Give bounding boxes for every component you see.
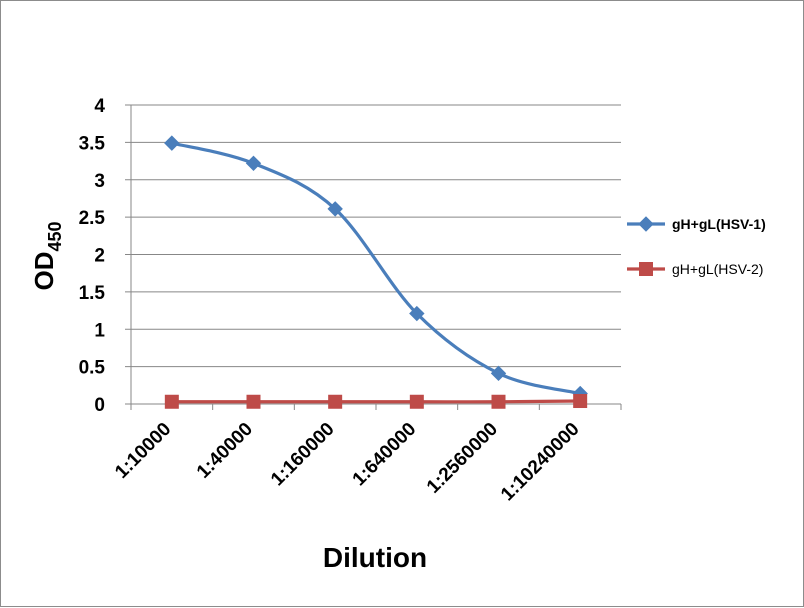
- data-point: [409, 305, 425, 322]
- gridlines: [131, 104, 621, 368]
- legend-item: gH+gL(HSV-1): [627, 216, 766, 232]
- axes: 00.511.522.533.541:10000 1:40000 1:160000 1…: [79, 96, 622, 506]
- x-axis-title: Dilution: [323, 542, 427, 573]
- data-point: [409, 394, 424, 409]
- y-tick-label: 0: [94, 395, 105, 416]
- x-tick-label: 1:640000: [349, 419, 421, 491]
- y-tick-label: 3: [94, 171, 105, 192]
- y-tick-label: 2.5: [79, 208, 106, 229]
- y-tick-label: 4: [94, 96, 105, 117]
- legend-label: gH+gL(HSV-1): [672, 216, 766, 232]
- legend-label: gH+gL(HSV-2): [672, 261, 763, 277]
- data-point: [491, 394, 506, 409]
- x-tick-label: 1:2560000: [423, 419, 502, 498]
- series-lines: [164, 135, 588, 409]
- y-tick-label: 3.5: [79, 133, 106, 154]
- y-tick-label: 1: [94, 320, 105, 341]
- data-point: [573, 394, 588, 409]
- legend: gH+gL(HSV-1) gH+gL(HSV-2): [627, 216, 766, 277]
- series-2: [164, 394, 588, 409]
- legend-item: gH+gL(HSV-2): [627, 261, 763, 277]
- data-point: [490, 365, 507, 382]
- x-tick-label: 1:160000: [267, 419, 339, 491]
- data-point: [164, 135, 180, 151]
- series-1: [164, 135, 588, 402]
- data-point: [164, 394, 179, 409]
- y-tick-label: 0.5: [79, 358, 106, 379]
- data-point: [328, 394, 343, 409]
- y-axis-title-main: OD: [29, 252, 59, 291]
- y-axis-title: OD450: [29, 221, 65, 290]
- legend-marker: [639, 262, 653, 276]
- svg-text:OD450: OD450: [29, 221, 65, 290]
- data-point: [327, 201, 343, 217]
- x-tick-label: 1:10240000: [497, 419, 584, 506]
- data-point: [246, 394, 261, 409]
- series-line: [171, 141, 581, 396]
- x-tick-label: 1:10000: [111, 419, 175, 483]
- y-tick-label: 1.5: [79, 283, 106, 304]
- legend-marker: [638, 216, 654, 232]
- series-line: [171, 399, 581, 404]
- y-axis-title-subscript: 450: [45, 221, 65, 251]
- data-point: [245, 155, 262, 172]
- x-tick-label: 1:40000: [193, 419, 257, 483]
- y-tick-label: 2: [94, 246, 105, 267]
